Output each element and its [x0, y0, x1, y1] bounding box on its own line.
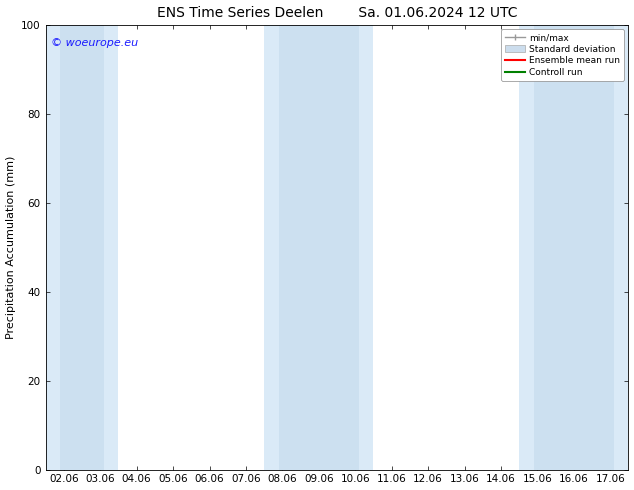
Bar [46, 25, 119, 469]
Bar [264, 25, 373, 469]
Bar [534, 25, 614, 469]
Y-axis label: Precipitation Accumulation (mm): Precipitation Accumulation (mm) [6, 155, 16, 339]
Legend: min/max, Standard deviation, Ensemble mean run, Controll run: min/max, Standard deviation, Ensemble me… [501, 29, 624, 81]
Text: © woeurope.eu: © woeurope.eu [51, 38, 139, 48]
Bar [519, 25, 628, 469]
Bar [60, 25, 104, 469]
Title: ENS Time Series Deelen        Sa. 01.06.2024 12 UTC: ENS Time Series Deelen Sa. 01.06.2024 12… [157, 5, 517, 20]
Bar [279, 25, 359, 469]
